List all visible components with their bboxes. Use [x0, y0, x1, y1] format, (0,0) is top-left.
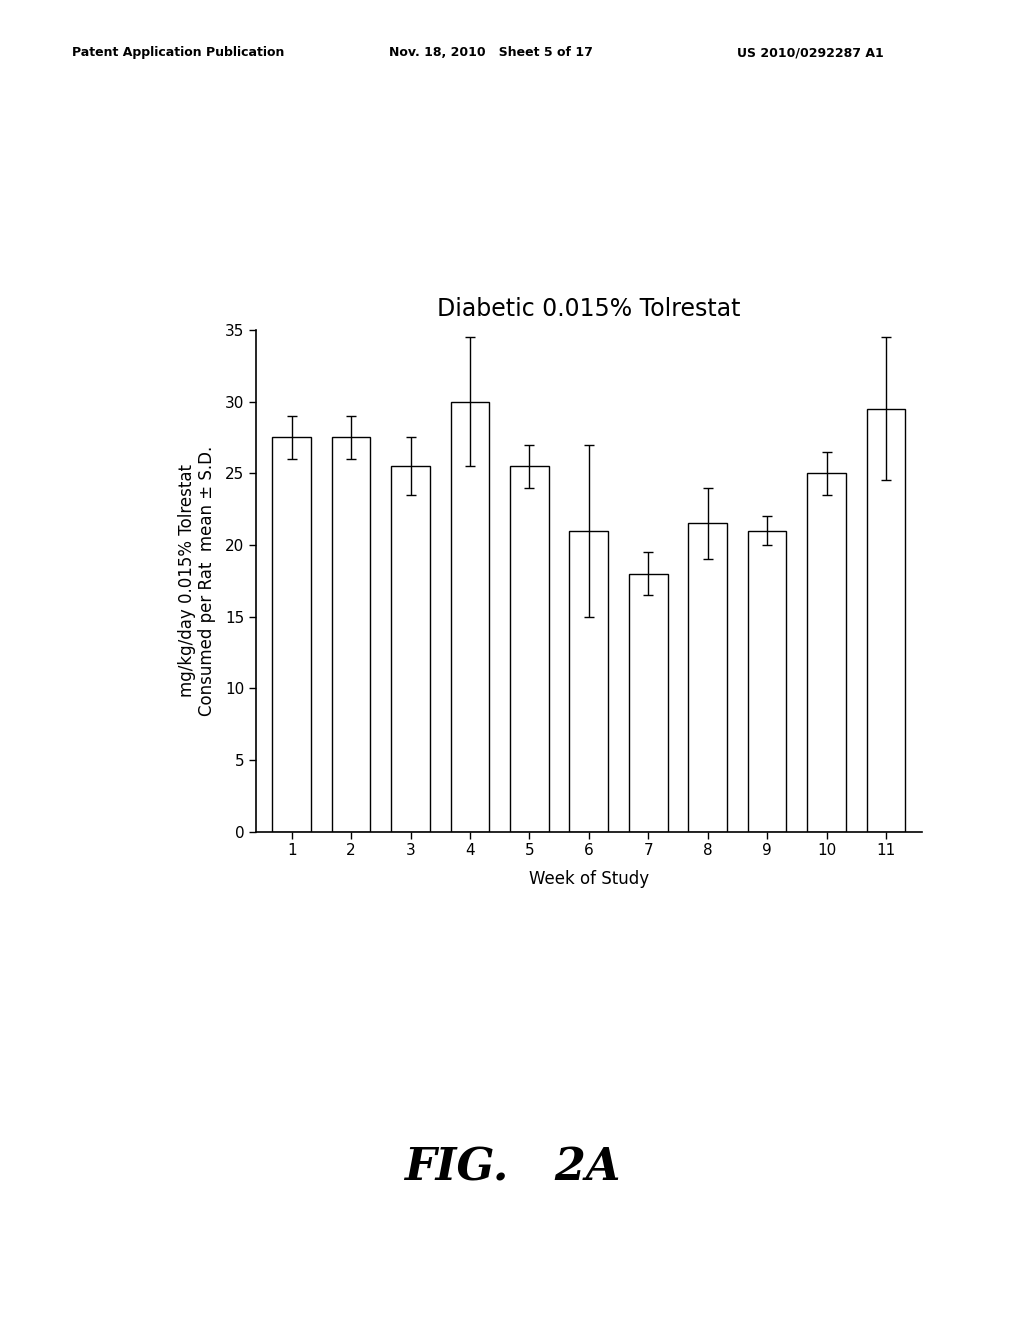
- Bar: [391, 466, 430, 832]
- Bar: [332, 437, 371, 832]
- Bar: [688, 524, 727, 832]
- Bar: [451, 401, 489, 832]
- Y-axis label: mg/kg/day 0.015% Tolrestat
Consumed per Rat  mean ± S.D.: mg/kg/day 0.015% Tolrestat Consumed per …: [178, 446, 216, 715]
- Text: FIG.   2A: FIG. 2A: [403, 1147, 621, 1189]
- Bar: [629, 574, 668, 832]
- X-axis label: Week of Study: Week of Study: [528, 870, 649, 887]
- Bar: [569, 531, 608, 832]
- Bar: [807, 474, 846, 832]
- Bar: [272, 437, 311, 832]
- Bar: [866, 409, 905, 832]
- Text: Patent Application Publication: Patent Application Publication: [72, 46, 284, 59]
- Text: US 2010/0292287 A1: US 2010/0292287 A1: [737, 46, 884, 59]
- Bar: [510, 466, 549, 832]
- Title: Diabetic 0.015% Tolrestat: Diabetic 0.015% Tolrestat: [437, 297, 740, 321]
- Bar: [748, 531, 786, 832]
- Text: Nov. 18, 2010   Sheet 5 of 17: Nov. 18, 2010 Sheet 5 of 17: [389, 46, 593, 59]
